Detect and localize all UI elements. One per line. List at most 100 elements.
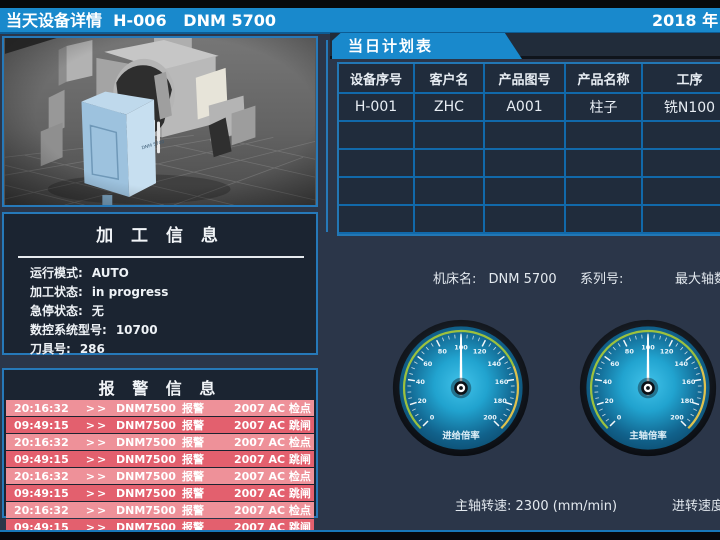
svg-text:40: 40: [416, 378, 426, 386]
processing-info-item-value: 无: [91, 304, 104, 318]
processing-info-list: 运行模式: AUTO 加工状态: in progress 急停状态: 无数控系统型号: 10…: [30, 264, 308, 359]
svg-text:180: 180: [680, 397, 694, 405]
spindle-override-gauge: 020406080100120140160180200主轴倍率: [579, 319, 717, 457]
svg-text:200: 200: [483, 413, 497, 421]
alarm-machine: DNM7500: [116, 469, 176, 483]
spindle-speed-text: 主轴转速: 2300 (mm/min): [455, 499, 618, 514]
processing-info-item-label: 加工状态:: [30, 285, 83, 299]
svg-text:120: 120: [473, 348, 487, 356]
plan-table-cell: ZHC: [415, 94, 485, 122]
alarm-arrow: >>: [85, 503, 109, 517]
tab-daily-plan-label: 当日计划表: [348, 37, 434, 55]
machine-name-label: 机床名:: [433, 272, 477, 287]
alarm-message: 2007 AC 跳闸: [234, 419, 311, 432]
alarm-row[interactable]: 20:16:32 >> DNM7500 报警 2007 AC 检点: [6, 502, 314, 518]
alarm-row[interactable]: 20:16:32 >> DNM7500 报警 2007 AC 检点: [6, 400, 314, 416]
alarm-arrow: >>: [85, 418, 109, 432]
bottom-accent-line: [0, 530, 720, 532]
plan-table-cell: [339, 150, 415, 178]
plan-table[interactable]: 设备序号 客户名 产品图号 产品名称 工序 H-001 ZHC A001 柱子 铣N100: [337, 62, 720, 236]
svg-text:160: 160: [682, 378, 696, 386]
plan-table-cell: [339, 122, 415, 150]
feed-override-gauge: 020406080100120140160180200进给倍率: [392, 319, 530, 457]
plan-table-cell: [566, 178, 643, 206]
alarm-list[interactable]: 20:16:32 >> DNM7500 报警 2007 AC 检点 09:49:15 >> D…: [6, 400, 314, 535]
processing-info-item: 刀具号: 286: [30, 340, 308, 359]
svg-text:40: 40: [603, 378, 613, 386]
alarm-arrow: >>: [85, 452, 109, 466]
processing-info-item-label: 刀具号:: [30, 342, 71, 356]
plan-table-cell: [415, 150, 485, 178]
processing-info-item: 运行模式: AUTO: [30, 264, 308, 283]
max-axis-label: 最大轴数: [675, 272, 720, 287]
plan-table-cell: [643, 150, 720, 178]
plan-table-header-cell: 客户名: [415, 64, 485, 94]
serial-number-field: 系列号:: [580, 268, 631, 287]
plan-table-cell: [643, 178, 720, 206]
alarm-type: 报警: [182, 504, 204, 517]
svg-text:80: 80: [438, 348, 448, 356]
serial-number-label: 系列号:: [580, 272, 624, 287]
page-title: 当天设备详情 H-006 DNM 5700: [6, 11, 276, 30]
tab-daily-plan[interactable]: 当日计划表: [332, 33, 522, 59]
alarm-time: 09:49:15: [14, 452, 69, 466]
top-black-strip: [0, 0, 720, 8]
plan-table-cell: 柱子: [566, 94, 643, 122]
alarm-time: 20:16:32: [14, 469, 69, 483]
svg-text:20: 20: [417, 397, 427, 405]
alarm-machine: DNM7500: [116, 452, 176, 466]
svg-text:120: 120: [660, 348, 674, 356]
alarm-type: 报警: [182, 436, 204, 449]
machine-name-field: 机床名: DNM 5700: [433, 268, 557, 287]
alarm-time: 20:16:32: [14, 503, 69, 517]
processing-info-item-value: 286: [79, 342, 105, 356]
plan-table-header-cell: 设备序号: [339, 64, 415, 94]
alarm-machine: DNM7500: [116, 418, 176, 432]
alarm-time: 09:49:15: [14, 418, 69, 432]
plan-table-header-cell: 工序: [643, 64, 720, 94]
alarm-type: 报警: [182, 402, 204, 415]
alarm-message: 2007 AC 检点: [234, 402, 311, 415]
plan-table-cell: [415, 178, 485, 206]
svg-text:140: 140: [487, 360, 501, 368]
vertical-accent-line: [326, 40, 328, 232]
alarm-message: 2007 AC 跳闸: [234, 453, 311, 466]
processing-info-item-label: 数控系统型号:: [30, 323, 107, 337]
alarm-row[interactable]: 09:49:15 >> DNM7500 报警 2007 AC 跳闸: [6, 485, 314, 501]
alarm-row[interactable]: 20:16:32 >> DNM7500 报警 2007 AC 检点: [6, 434, 314, 450]
alarm-arrow: >>: [85, 401, 109, 415]
alarm-type: 报警: [182, 470, 204, 483]
svg-text:140: 140: [674, 360, 688, 368]
alarm-row[interactable]: 09:49:15 >> DNM7500 报警 2007 AC 跳闸: [6, 451, 314, 467]
alarm-machine: DNM7500: [116, 503, 176, 517]
title-divider: [18, 256, 304, 258]
alarm-time: 09:49:15: [14, 486, 69, 500]
plan-table-cell: [566, 150, 643, 178]
plan-table-header-cell: 产品图号: [485, 64, 566, 94]
alarm-time: 20:16:32: [14, 401, 69, 415]
svg-text:60: 60: [423, 360, 433, 368]
processing-info-item-value: in progress: [91, 285, 169, 299]
processing-info-item: 加工状态: in progress: [30, 283, 308, 302]
alarm-row[interactable]: 20:16:32 >> DNM7500 报警 2007 AC 检点: [6, 468, 314, 484]
plan-table-cell: [643, 206, 720, 234]
processing-info-panel: 加 工 信 息 运行模式: AUTO 加工状态: in progress 急停状态: 无数…: [2, 212, 318, 356]
plan-table-cell: [643, 122, 720, 150]
svg-text:160: 160: [495, 378, 509, 386]
machine-3d-image: DNM 5700: [4, 38, 316, 205]
alarm-info-panel: 报 警 信 息 20:16:32 >> DNM7500 报警 2007 AC 检点 09:…: [2, 368, 318, 535]
svg-text:200: 200: [670, 413, 684, 421]
plan-table-cell: 铣N100: [643, 94, 720, 122]
svg-text:180: 180: [493, 397, 507, 405]
svg-text:0: 0: [617, 413, 622, 421]
alarm-arrow: >>: [85, 486, 109, 500]
processing-info-title: 加 工 信 息: [96, 226, 224, 246]
plan-table-cell: [566, 206, 643, 234]
plan-table-header-cell: 产品名称: [566, 64, 643, 94]
alarm-message: 2007 AC 跳闸: [234, 487, 311, 500]
alarm-info-title: 报 警 信 息: [98, 379, 222, 398]
processing-info-item-value: AUTO: [91, 266, 129, 280]
alarm-row[interactable]: 09:49:15 >> DNM7500 报警 2007 AC 跳闸: [6, 417, 314, 433]
gauge-label: 进给倍率: [442, 429, 480, 441]
alarm-arrow: >>: [85, 469, 109, 483]
